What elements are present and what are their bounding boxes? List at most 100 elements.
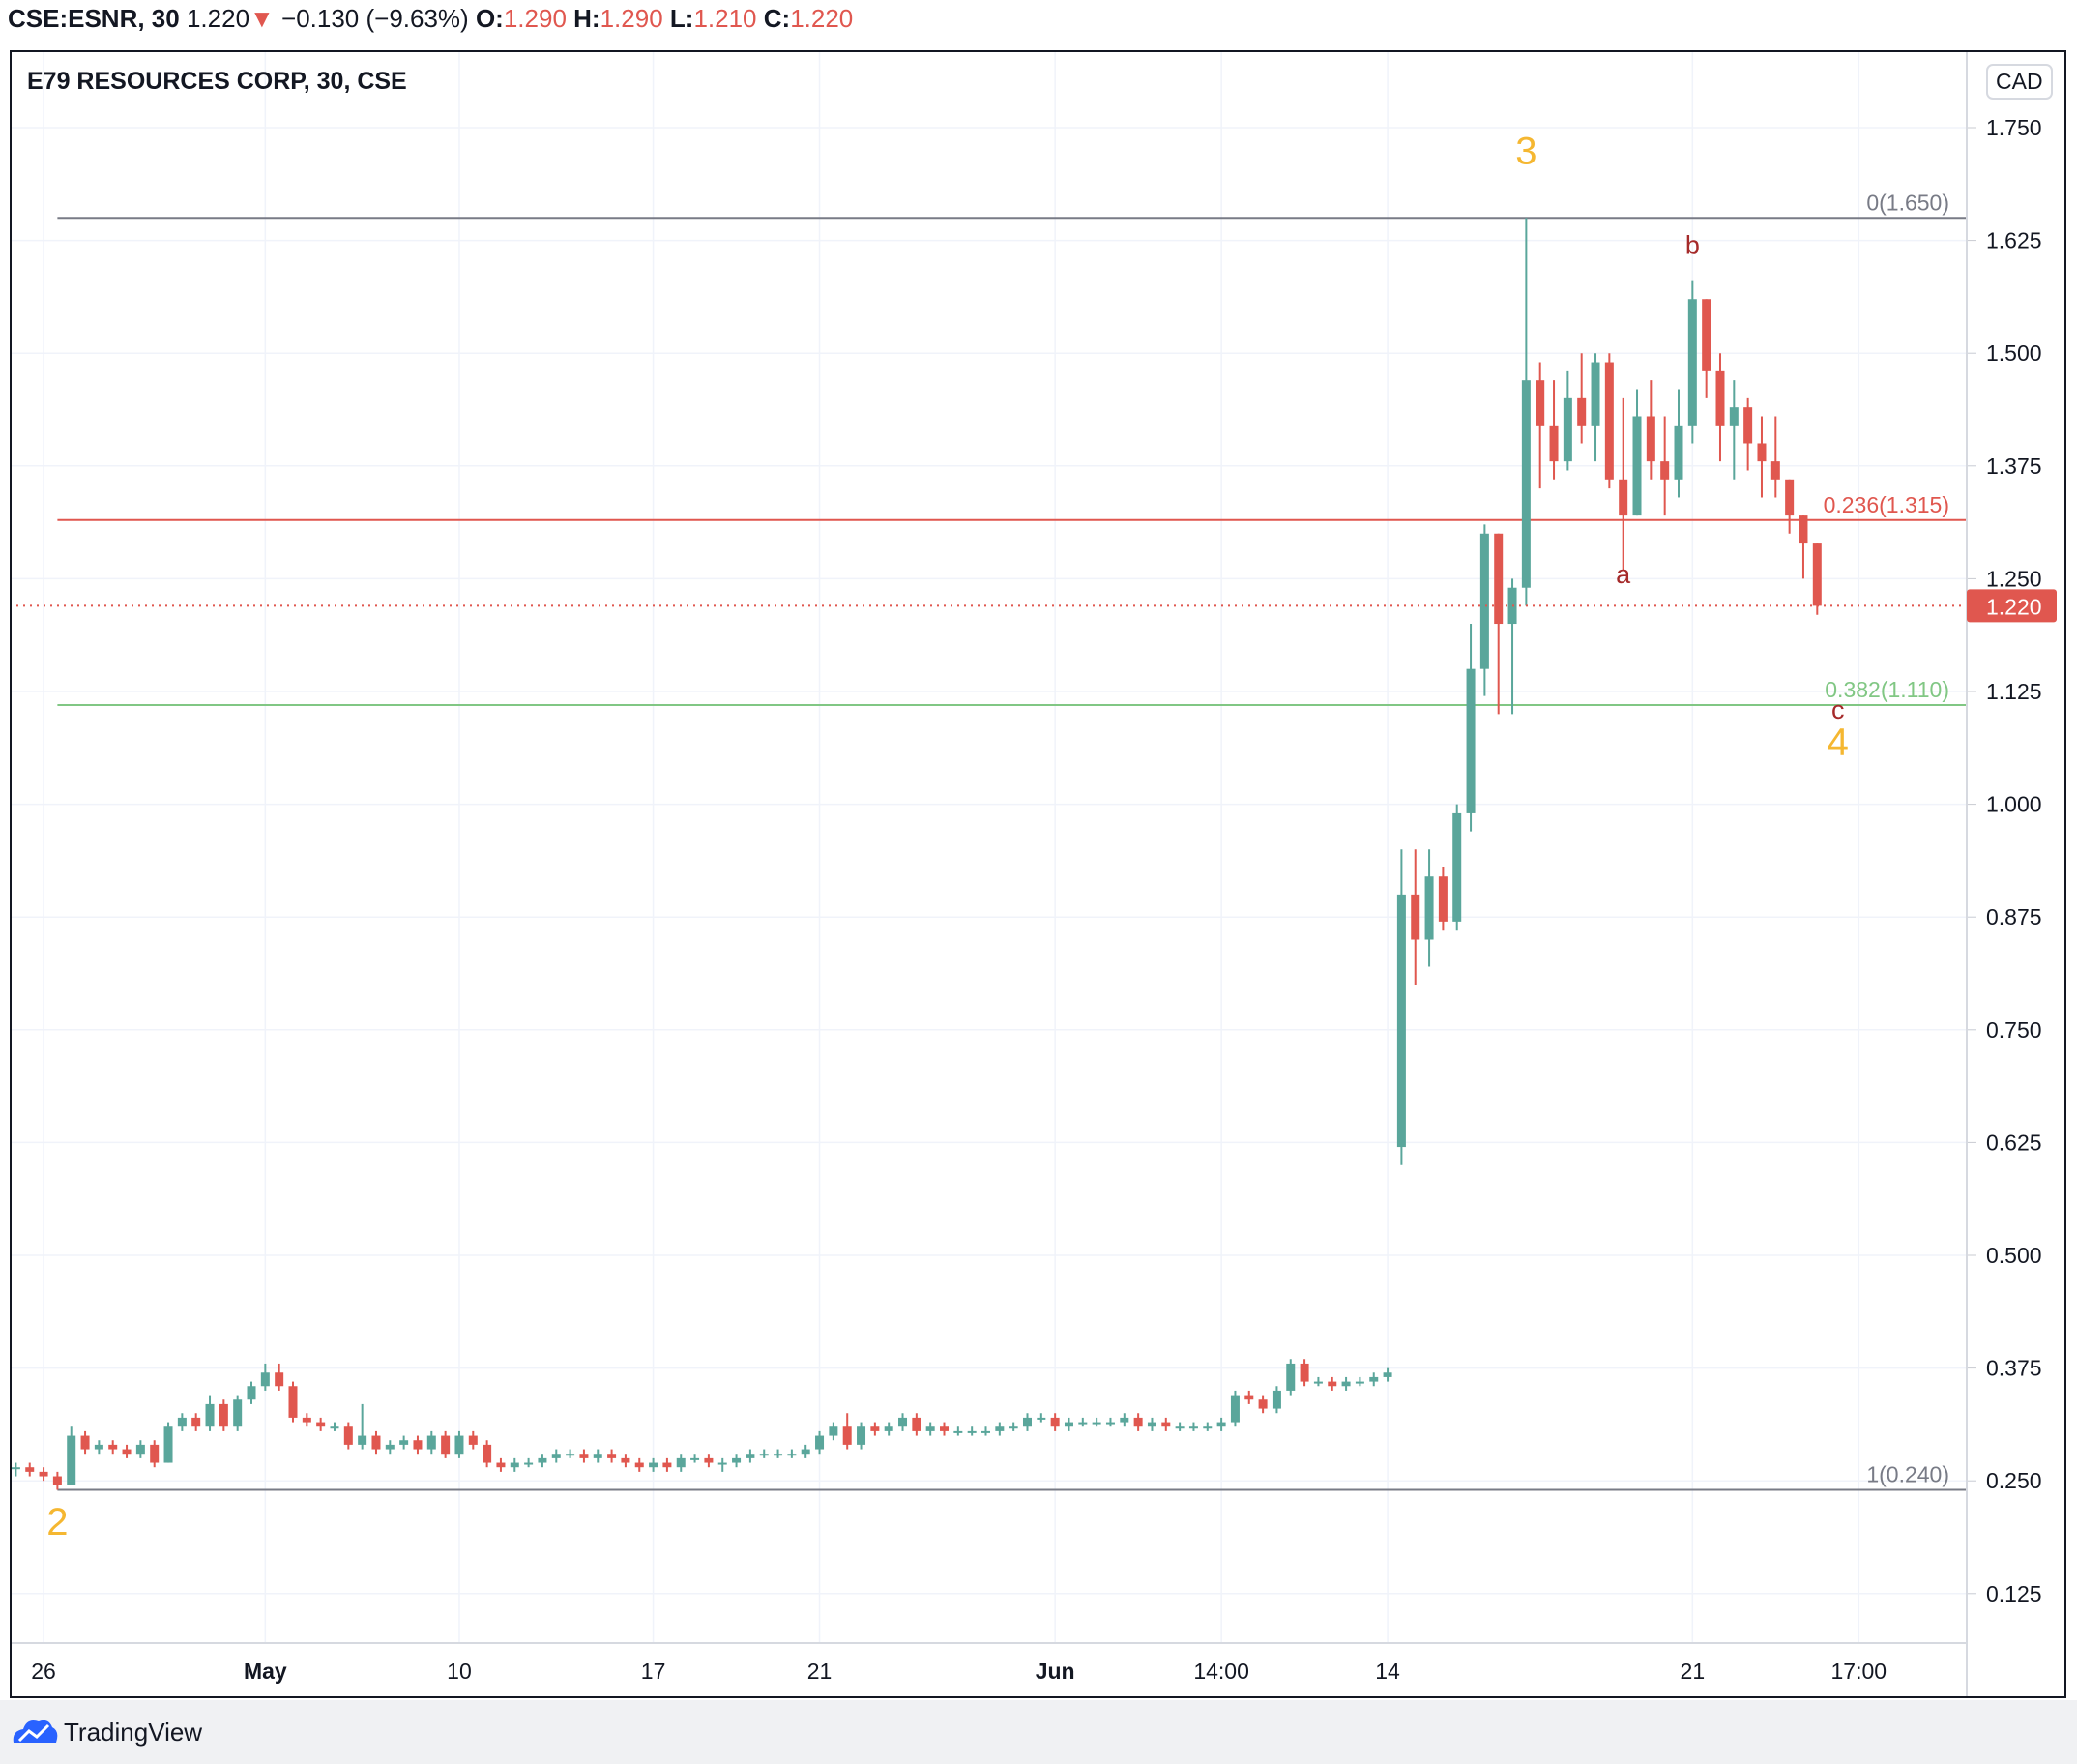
- candle-up: [1286, 1363, 1296, 1391]
- candle-up: [358, 1435, 367, 1445]
- candle-up: [1369, 1376, 1379, 1382]
- x-tick-label: 21: [807, 1659, 833, 1684]
- open-value: 1.290: [503, 4, 567, 33]
- candle-down: [371, 1435, 381, 1450]
- candle-up: [163, 1426, 173, 1463]
- candle-down: [1646, 416, 1655, 462]
- low-label: L:: [669, 4, 694, 33]
- fib-retracement[interactable]: 0(1.650) 0.236(1.315) 0.382(1.110) 1(0.240): [57, 190, 1967, 1491]
- time-axis[interactable]: 26 May 10 17 21 Jun 14:00 14 21 17:00: [10, 1642, 1967, 1684]
- last-price-badge: [1967, 589, 2057, 623]
- candle-down: [579, 1454, 589, 1458]
- candle-down: [704, 1457, 714, 1463]
- candle-down: [468, 1435, 478, 1445]
- price-axis[interactable]: 1.750 1.625 1.500 1.375 1.250 1.125 1.000 0.875…: [1966, 50, 2057, 1698]
- candle-up: [1037, 1417, 1046, 1420]
- candle-up: [524, 1462, 534, 1465]
- candle-down: [1619, 479, 1628, 516]
- wave-label: 2: [46, 1501, 68, 1544]
- candle-down: [1577, 397, 1587, 426]
- candle-up: [67, 1435, 76, 1485]
- candle-up: [1105, 1422, 1115, 1425]
- wave-label: b: [1685, 231, 1700, 260]
- candle-down: [1549, 425, 1559, 462]
- candle-up: [510, 1462, 519, 1468]
- candle-up: [177, 1417, 187, 1427]
- candle-up: [1341, 1381, 1351, 1387]
- candle-up: [1396, 894, 1406, 1148]
- candle-up: [801, 1449, 810, 1455]
- candle-down: [302, 1417, 311, 1423]
- candle-up: [815, 1435, 825, 1450]
- candle-down: [1799, 515, 1808, 544]
- x-tick-label: 17: [641, 1659, 666, 1684]
- candle-down: [288, 1386, 298, 1418]
- candle-down: [25, 1467, 35, 1472]
- candle-up: [676, 1457, 686, 1468]
- candle-up: [260, 1372, 270, 1387]
- candle-up: [1591, 362, 1600, 426]
- candle-down: [1438, 876, 1448, 922]
- candle-down: [1300, 1363, 1309, 1382]
- candle-up: [1674, 425, 1683, 480]
- currency-button[interactable]: CAD: [1986, 64, 2053, 100]
- candle-up: [94, 1444, 103, 1450]
- y-tick-label: 1.000: [1986, 792, 2042, 817]
- y-tick-label: 1.750: [1986, 115, 2042, 140]
- candles: [10, 218, 1967, 1490]
- candle-down: [1660, 461, 1670, 480]
- candle-up: [717, 1462, 727, 1465]
- symbol-legend: CSE:ESNR, 30 1.220▼ −0.130 (−9.63%) O:1.…: [8, 4, 853, 34]
- tradingview-brand[interactable]: TradingView: [64, 1718, 203, 1747]
- x-tick-label: 21: [1681, 1659, 1706, 1684]
- candle-up: [593, 1454, 602, 1458]
- candle-down: [1715, 370, 1725, 426]
- candle-up: [1479, 533, 1489, 669]
- candle-up: [898, 1417, 908, 1427]
- candle-down: [1743, 407, 1753, 444]
- open-label: O:: [475, 4, 504, 33]
- candle-down: [275, 1372, 284, 1387]
- candle-down: [1133, 1417, 1143, 1427]
- price-chart[interactable]: 0(1.650) 0.236(1.315) 0.382(1.110) 1(0.240)…: [10, 50, 2066, 1698]
- y-tick-label: 0.375: [1986, 1356, 2042, 1381]
- close-value: 1.220: [790, 4, 854, 33]
- candle-up: [1563, 397, 1572, 462]
- candle-up: [649, 1462, 658, 1468]
- wave-label: c: [1831, 695, 1845, 724]
- y-tick-label: 0.500: [1986, 1243, 2042, 1268]
- candle-up: [1230, 1395, 1240, 1423]
- candle-up: [1216, 1422, 1226, 1427]
- x-tick-label: May: [244, 1659, 287, 1684]
- candle-down: [441, 1435, 451, 1455]
- candle-down: [108, 1444, 118, 1450]
- x-tick-label: Jun: [1036, 1659, 1075, 1684]
- candle-up: [1687, 299, 1697, 426]
- wave-label: a: [1616, 560, 1631, 589]
- chart-frame: [10, 50, 2066, 1698]
- y-tick-label: 1.375: [1986, 454, 2042, 479]
- chart-title: E79 RESOURCES CORP, 30, CSE: [27, 68, 407, 95]
- y-tick-label: 1.125: [1986, 679, 2042, 704]
- last-price-label: 1.220: [1986, 594, 2042, 619]
- candle-up: [566, 1454, 575, 1456]
- last-price: 1.220: [186, 4, 250, 33]
- candle-down: [219, 1403, 228, 1427]
- candle-down: [842, 1426, 852, 1445]
- candle-up: [1355, 1381, 1364, 1384]
- candle-down: [1328, 1381, 1337, 1387]
- candle-down: [1258, 1399, 1268, 1409]
- candle-up: [1729, 407, 1739, 426]
- candle-up: [1424, 876, 1434, 940]
- high-value: 1.290: [600, 4, 663, 33]
- candle-up: [1078, 1422, 1088, 1425]
- candle-up: [1452, 812, 1462, 922]
- y-tick-label: 1.250: [1986, 566, 2042, 591]
- wave-label: 3: [1515, 130, 1536, 172]
- tradingview-cloud-icon[interactable]: [10, 1714, 60, 1747]
- candle-up: [995, 1426, 1005, 1431]
- candle-down: [912, 1417, 921, 1431]
- candle-up: [1120, 1417, 1129, 1423]
- fib-level-label: 0.382(1.110): [1825, 677, 1949, 702]
- candle-up: [399, 1440, 409, 1445]
